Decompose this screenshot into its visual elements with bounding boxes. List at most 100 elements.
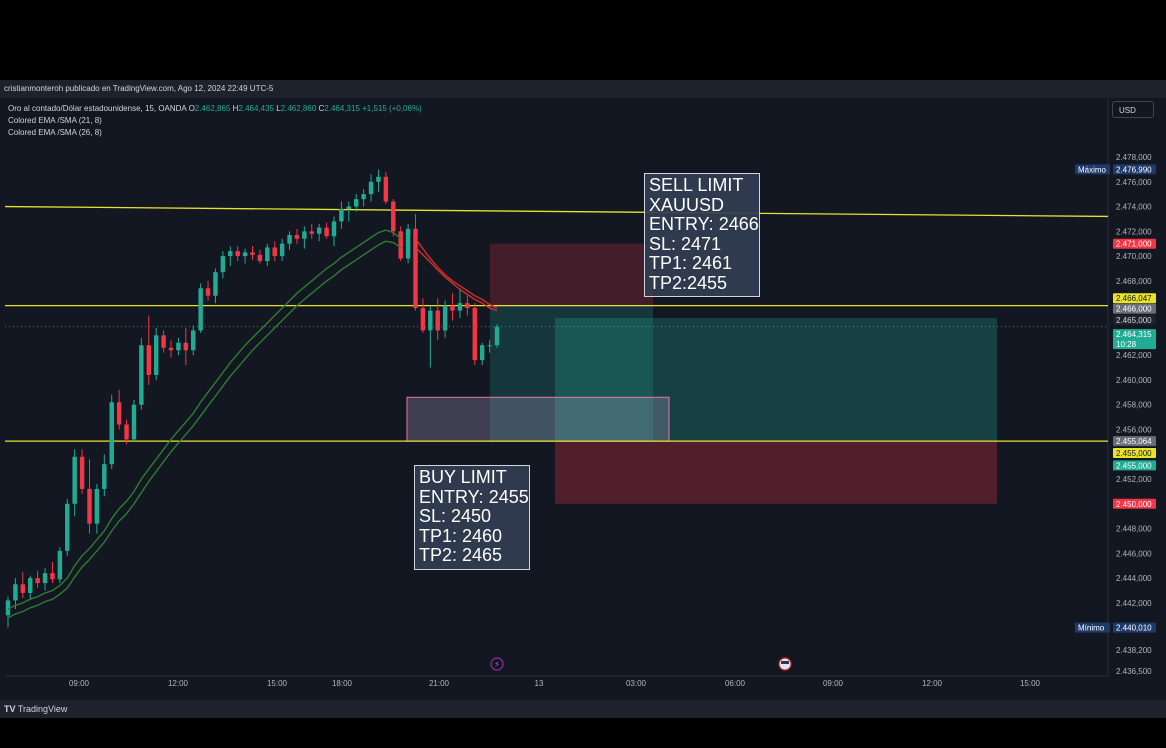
plot-area bbox=[5, 98, 1108, 676]
candle bbox=[346, 206, 352, 210]
candle bbox=[413, 228, 418, 309]
candle bbox=[161, 335, 166, 348]
price-chart[interactable]: 2.478,000 2.476,000 2.474,000 2.472,000 2.47… bbox=[0, 98, 1166, 700]
candle bbox=[279, 243, 285, 257]
candle bbox=[131, 404, 137, 440]
candle bbox=[20, 584, 26, 593]
x-tick-label: 18:00 bbox=[332, 679, 353, 688]
candle bbox=[354, 199, 359, 207]
candle bbox=[405, 228, 411, 259]
legend-change: +1,515 (+0,06%) bbox=[362, 104, 422, 113]
x-tick-label: 09:00 bbox=[69, 679, 90, 688]
candle bbox=[220, 256, 226, 273]
candle bbox=[109, 402, 114, 465]
candle bbox=[361, 194, 366, 200]
legend-close-value: 2.464,315 bbox=[324, 104, 360, 113]
legend-indicator-1[interactable]: Colored EMA /SMA (21, 8) bbox=[8, 116, 102, 125]
candle bbox=[420, 308, 426, 331]
legend-close-label: C bbox=[318, 104, 325, 113]
horizontal-line-1 bbox=[4, 205, 1109, 218]
lightning-icon[interactable] bbox=[490, 657, 504, 671]
extreme-label-bg bbox=[1075, 622, 1110, 633]
buy-limit-note: BUY LIMIT ENTRY: 2455 SL: 2450 TP1: 2460… bbox=[414, 465, 530, 570]
price-tag-value: 2.455,064 bbox=[1116, 437, 1152, 446]
currency-button[interactable]: USD bbox=[1112, 101, 1154, 118]
legend-open-value: 2.462,865 bbox=[194, 104, 231, 113]
y-tick-label: 2.468,000 bbox=[1116, 277, 1152, 286]
chart-legend: Oro al contado/Dólar estadounidense, 15,… bbox=[8, 103, 422, 139]
candle bbox=[287, 235, 292, 244]
x-tick-label: 15:00 bbox=[267, 679, 288, 688]
candle bbox=[191, 330, 196, 351]
candle bbox=[302, 231, 307, 239]
candle bbox=[205, 288, 211, 296]
candle bbox=[383, 176, 389, 202]
legend-high-label: H bbox=[232, 104, 239, 113]
candle bbox=[368, 181, 374, 195]
price-tag-value: 2.471,000 bbox=[1116, 240, 1152, 249]
price-tag bbox=[1113, 448, 1156, 459]
price-tag-value: 2.464,315 bbox=[1116, 330, 1152, 339]
x-tick-label: 15:00 bbox=[1020, 679, 1041, 688]
y-tick-label: 2.438,200 bbox=[1116, 646, 1152, 655]
price-tag-value: 2.450,000 bbox=[1116, 500, 1152, 509]
candle bbox=[57, 550, 63, 580]
price-tag bbox=[1113, 303, 1156, 314]
candle bbox=[50, 573, 55, 580]
footer-brand[interactable]: TradingView bbox=[17, 704, 68, 714]
candle bbox=[168, 347, 174, 351]
price-tag-value: 2.466,047 bbox=[1116, 294, 1152, 303]
x-tick-label: 03:00 bbox=[626, 679, 647, 688]
sell-limit-note: SELL LIMIT XAUUSD ENTRY: 2466 SL: 2471 T… bbox=[644, 173, 760, 297]
y-tick-label: 2.472,000 bbox=[1116, 227, 1152, 236]
candle bbox=[250, 252, 255, 255]
candle bbox=[13, 584, 18, 601]
price-tag bbox=[1113, 164, 1156, 175]
legend-high-value: 2.464,435 bbox=[238, 104, 274, 113]
y-tick-label: 2.478,000 bbox=[1116, 153, 1152, 162]
y-tick-label: 2.474,000 bbox=[1116, 203, 1152, 212]
candle bbox=[294, 235, 300, 239]
y-tick-label: 2.470,000 bbox=[1116, 252, 1152, 261]
candle bbox=[465, 303, 470, 309]
price-tag bbox=[1113, 498, 1156, 509]
candle bbox=[102, 464, 107, 489]
price-tag-value: 2.455,000 bbox=[1116, 449, 1152, 458]
candle bbox=[265, 247, 270, 262]
candle bbox=[124, 424, 129, 440]
candle bbox=[198, 288, 203, 331]
candle bbox=[331, 221, 337, 237]
price-tag-value: 2.466,000 bbox=[1116, 305, 1152, 314]
price-tag bbox=[1113, 436, 1156, 447]
legend-low-label: L bbox=[276, 104, 281, 113]
legend-symbol: Oro al contado/Dólar estadounidense, 15,… bbox=[8, 104, 187, 113]
candle bbox=[457, 303, 463, 311]
candle bbox=[487, 345, 492, 347]
x-tick-label: 09:00 bbox=[823, 679, 844, 688]
legend-indicator-2[interactable]: Colored EMA /SMA (26, 8) bbox=[8, 128, 102, 137]
candle bbox=[146, 345, 151, 375]
x-tick-label: 13 bbox=[535, 679, 544, 688]
extreme-label-bg bbox=[1075, 164, 1110, 175]
candle bbox=[183, 342, 189, 351]
candle bbox=[376, 176, 381, 182]
x-tick-label: 21:00 bbox=[429, 679, 450, 688]
candle bbox=[35, 578, 40, 584]
y-tick-label: 2.436,500 bbox=[1116, 667, 1152, 676]
ema-green-fast bbox=[7, 229, 402, 610]
candle bbox=[213, 272, 218, 296]
candle bbox=[153, 335, 159, 375]
zone-buy_target bbox=[555, 318, 997, 442]
candle bbox=[28, 578, 33, 593]
price-tag bbox=[1113, 329, 1156, 350]
y-tick-label: 2.456,000 bbox=[1116, 425, 1152, 434]
legend-low-value: 2.462,860 bbox=[280, 104, 317, 113]
candle bbox=[176, 342, 181, 351]
candle bbox=[339, 209, 344, 222]
candle bbox=[442, 305, 448, 331]
candle bbox=[472, 308, 477, 361]
price-tag bbox=[1113, 238, 1156, 249]
legend-symbol-line: Oro al contado/Dólar estadounidense, 15,… bbox=[8, 103, 422, 115]
candle bbox=[116, 402, 122, 425]
candle bbox=[87, 488, 92, 524]
